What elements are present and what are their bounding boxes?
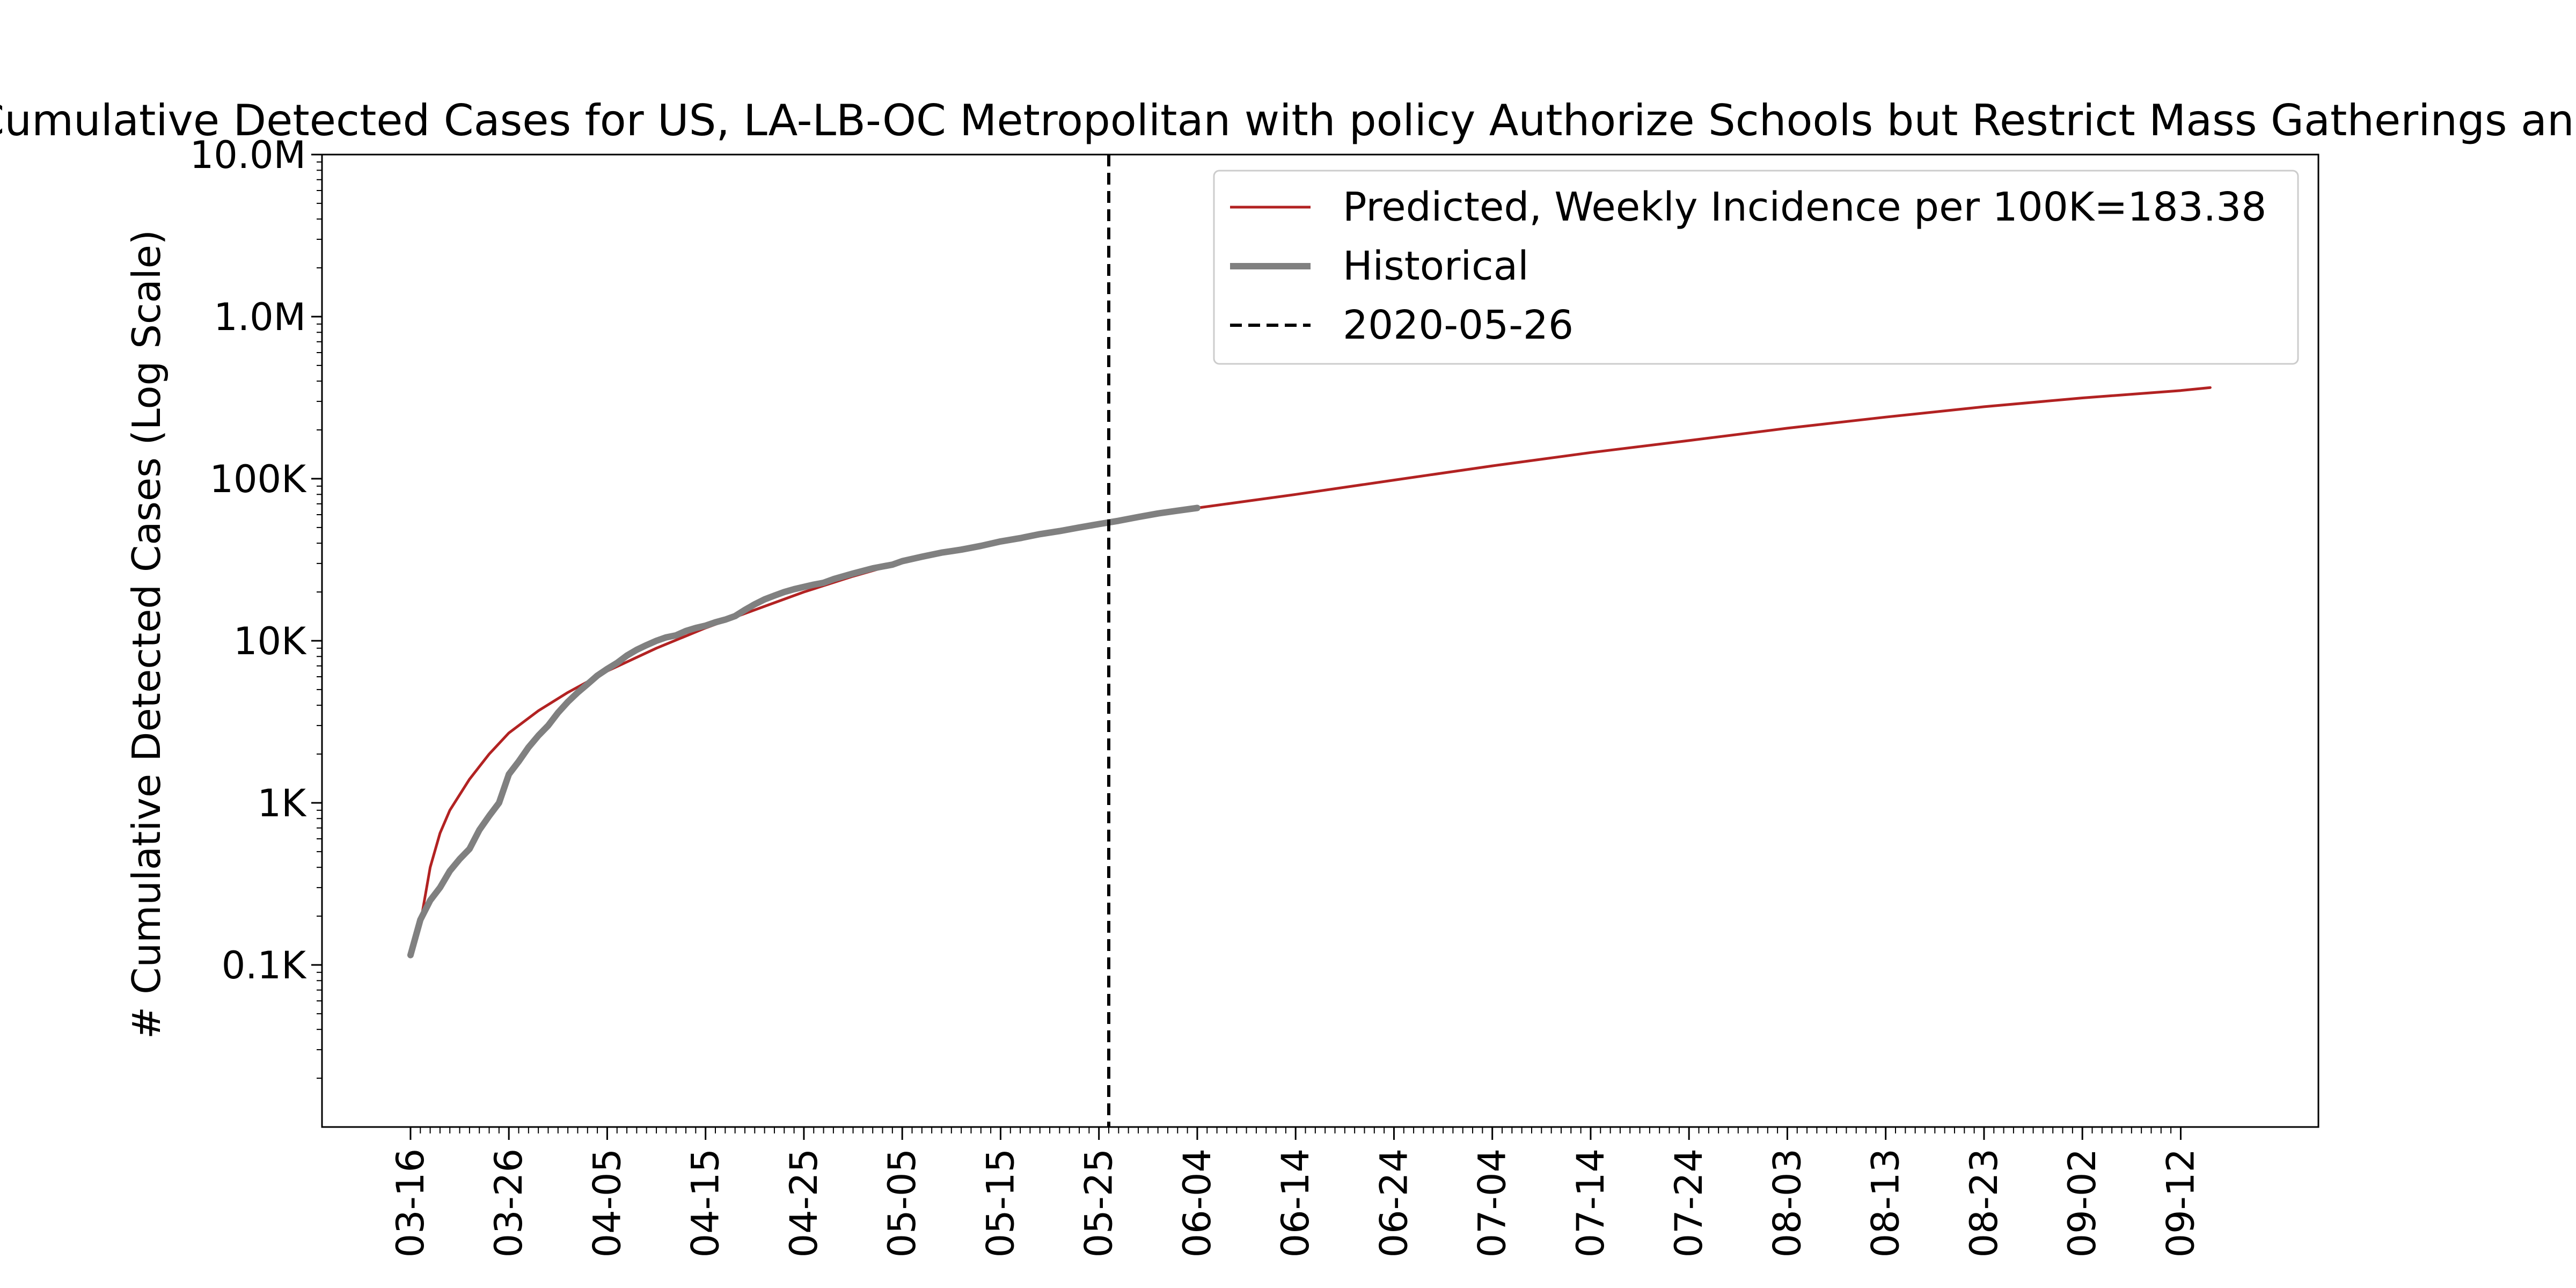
chart-title: Cumulative Detected Cases for US, LA-LB-… [0,96,2576,145]
x-tick-label: 09-12 [2158,1148,2202,1257]
x-tick-label: 05-15 [978,1148,1022,1257]
x-tick-label: 06-24 [1372,1148,1416,1257]
legend-box [1213,170,2299,365]
x-tick-label: 04-25 [782,1148,826,1257]
historical-series-line [407,504,1201,958]
x-tick-label: 08-13 [1864,1148,1908,1257]
y-axis-label: # Cumulative Detected Cases (Log Scale) [124,230,169,1039]
x-tick-label: 03-16 [389,1148,433,1257]
legend-label: Historical [1343,243,1529,289]
plot-marks: 0.1K 1K 10K 100K 1.0M 10.0M 03-16 03-26 04-05 04-… [190,133,2319,1257]
x-tick-label: 09-02 [2060,1148,2104,1257]
x-tick-label: 07-14 [1569,1148,1613,1257]
legend-label: Predicted, Weekly Incidence per 100K=183… [1343,184,2266,230]
y-tick-label: 1K [258,781,308,825]
legend: Predicted, Weekly Incidence per 100K=183… [1213,170,2299,365]
predicted-series-line [419,386,2212,925]
x-tick-label: 05-25 [1077,1148,1121,1257]
y-tick-label: 10.0M [190,133,306,177]
legend-label: 2020-05-26 [1343,302,1574,348]
x-tick-label: 06-14 [1274,1148,1318,1257]
y-tick-label: 100K [209,457,307,501]
x-tick-label: 03-26 [487,1148,531,1257]
x-tick-label: 08-03 [1765,1148,1809,1257]
x-tick-label: 07-04 [1470,1148,1514,1257]
x-tick-label: 08-23 [1962,1148,2006,1257]
x-tick-label: 04-05 [585,1148,629,1257]
x-tick-label: 04-15 [684,1148,728,1257]
y-tick-label: 10K [233,619,307,663]
x-tick-label: 07-24 [1667,1148,1711,1257]
y-tick-label: 1.0M [214,295,306,339]
x-tick-label: 05-05 [880,1148,924,1257]
x-tick-label: 06-04 [1175,1148,1219,1257]
y-tick-label: 0.1K [222,943,307,987]
